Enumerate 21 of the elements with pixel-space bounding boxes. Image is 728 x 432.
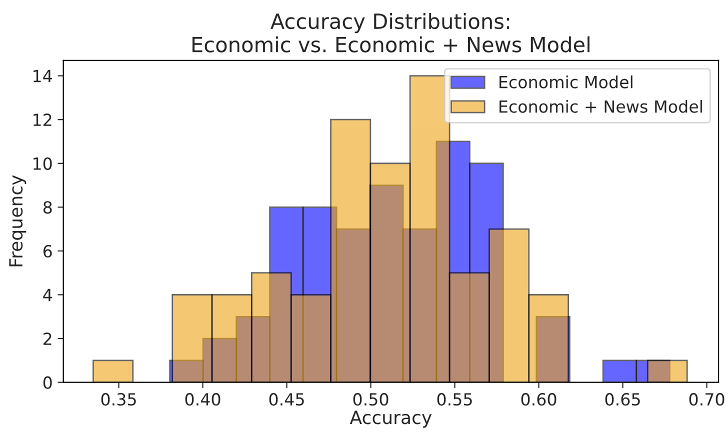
legend-label: Economic + News Model [500,100,702,113]
y-tick-label: 6 [43,244,52,258]
x-tick-label: 0.45 [269,393,304,406]
y-tick-label: 12 [34,114,52,126]
y-tick-label: 14 [34,70,52,82]
y-tick-label: 0 [43,376,52,389]
x-axis-title: Accuracy [350,410,432,428]
y-tick-label: 4 [43,288,52,302]
x-tick-label: 0.55 [437,393,472,406]
x-tick-label: 0.70 [689,393,724,406]
x-tick-label: 0.65 [605,393,640,406]
chart-title: Accuracy Distributions: Economic vs. Economic + News Model [192,12,590,52]
y-axis-title: Frequency [9,175,26,266]
y-tick-label: 8 [43,201,52,214]
y-tick-label: 10 [34,157,52,170]
x-tick-label: 0.50 [353,393,388,406]
legend-label: Economic Model [500,75,632,88]
y-tick-label: 2 [44,332,52,345]
x-tick-label: 0.60 [521,393,556,406]
x-tick-label: 0.40 [185,393,220,406]
x-tick-label: 0.35 [101,393,136,406]
